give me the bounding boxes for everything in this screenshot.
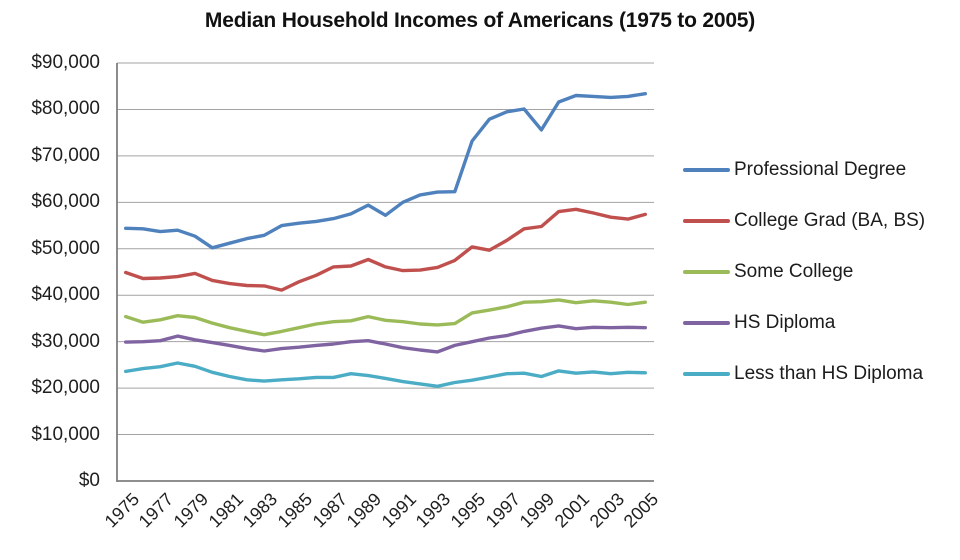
y-tick-label: $30,000 — [31, 330, 100, 352]
legend-key-less-than-hs-diploma — [683, 371, 730, 377]
legend-item-professional-degree: Professional Degree — [683, 158, 906, 182]
y-tick-label: $20,000 — [31, 377, 100, 399]
series-line-some-college — [123, 298, 647, 337]
series-line-professional-degree — [123, 91, 647, 250]
legend-label: Professional Degree — [734, 159, 907, 180]
y-tick-label: $40,000 — [31, 284, 100, 306]
legend-key-professional-degree — [683, 167, 730, 173]
legend-label: HS Diploma — [734, 312, 836, 333]
legend-label: Less than HS Diploma — [734, 363, 924, 384]
y-tick-label: $10,000 — [31, 423, 100, 445]
series-line-hs-diploma — [123, 324, 647, 354]
legend-label: Some College — [734, 261, 854, 282]
legend-item-some-college: Some College — [683, 260, 853, 284]
legend-key-some-college — [683, 269, 730, 275]
legend-item-college-grad-ba-bs: College Grad (BA, BS) — [683, 209, 925, 233]
series-line-college-grad-ba-bs — [123, 207, 647, 292]
legend-key-hs-diploma — [683, 320, 730, 326]
series-line-less-than-hs-diploma — [123, 361, 647, 388]
y-tick-label: $80,000 — [31, 98, 100, 120]
legend-item-hs-diploma: HS Diploma — [683, 311, 835, 335]
y-tick-label: $70,000 — [31, 144, 100, 166]
y-tick-label: $50,000 — [31, 237, 100, 259]
legend-label: College Grad (BA, BS) — [734, 210, 926, 231]
y-tick-label: $0 — [78, 470, 100, 491]
chart-title: Median Household Incomes of Americans (1… — [204, 9, 756, 32]
legend-key-college-grad-ba-bs — [683, 218, 730, 224]
y-tick-label: $60,000 — [31, 191, 100, 213]
y-tick-label: $90,000 — [31, 52, 100, 73]
legend-item-less-than-hs-diploma: Less than HS Diploma — [683, 362, 923, 386]
